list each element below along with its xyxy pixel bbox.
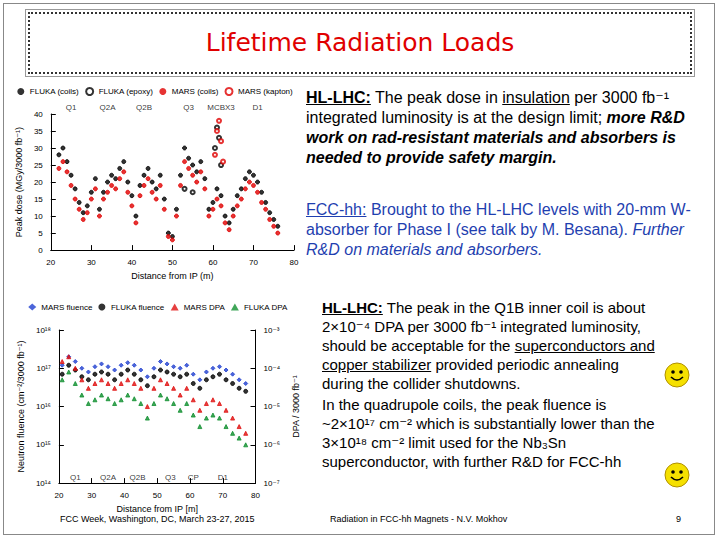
svg-text:80: 80 bbox=[251, 491, 260, 500]
svg-text:10⁻⁵: 10⁻⁵ bbox=[264, 402, 280, 411]
svg-text:10¹⁸: 10¹⁸ bbox=[36, 326, 51, 335]
svg-text:10⁻⁷: 10⁻⁷ bbox=[264, 479, 280, 488]
svg-text:10¹⁶: 10¹⁶ bbox=[36, 402, 51, 411]
svg-text:60: 60 bbox=[186, 491, 195, 500]
svg-text:35: 35 bbox=[34, 127, 43, 136]
svg-text:10⁻³: 10⁻³ bbox=[264, 326, 280, 335]
svg-text:10⁻⁴: 10⁻⁴ bbox=[264, 364, 281, 373]
svg-text:70: 70 bbox=[218, 491, 227, 500]
svg-text:FLUKA fluence: FLUKA fluence bbox=[111, 303, 165, 312]
svg-text:15: 15 bbox=[34, 195, 43, 204]
svg-text:Q2B: Q2B bbox=[130, 473, 146, 482]
svg-text:30: 30 bbox=[34, 144, 43, 153]
svg-text:0: 0 bbox=[38, 246, 43, 255]
svg-text:D1: D1 bbox=[218, 473, 229, 482]
svg-text:10: 10 bbox=[34, 212, 43, 221]
svg-text:FLUKA (coils): FLUKA (coils) bbox=[30, 87, 79, 96]
svg-text:Q1: Q1 bbox=[70, 473, 81, 482]
html-text:9: 9 bbox=[676, 514, 681, 524]
svg-text:80: 80 bbox=[290, 258, 299, 267]
svg-text:40: 40 bbox=[120, 491, 129, 500]
svg-text:50: 50 bbox=[153, 491, 162, 500]
html-text:Lifetime Radiation Loads: Lifetime Radiation Loads bbox=[205, 28, 515, 57]
svg-text:40: 40 bbox=[127, 258, 136, 267]
svg-text:Neutron fluence (cm⁻²/3000 fb⁻: Neutron fluence (cm⁻²/3000 fb⁻¹) bbox=[16, 341, 26, 473]
svg-text:30: 30 bbox=[87, 491, 96, 500]
svg-text:MARS DPA: MARS DPA bbox=[184, 303, 226, 312]
svg-text:MARS (kapton): MARS (kapton) bbox=[238, 87, 293, 96]
html-text:FCC Week, Washington, DC, Marc: FCC Week, Washington, DC, March 23-27, 2… bbox=[60, 514, 255, 524]
html-text:HL-LHC: The peak dose in insul: HL-LHC: The peak dose in insulation per … bbox=[306, 89, 685, 166]
svg-text:5: 5 bbox=[38, 229, 43, 238]
svg-text:FLUKA DPA: FLUKA DPA bbox=[244, 303, 288, 312]
svg-text:Q2B: Q2B bbox=[136, 103, 152, 112]
html-text:Radiation in FCC-hh Magnets -: Radiation in FCC-hh Magnets - N.V. Mokho… bbox=[330, 514, 508, 524]
svg-text:40: 40 bbox=[34, 110, 43, 119]
svg-text:Distance from IP (m): Distance from IP (m) bbox=[131, 271, 213, 281]
svg-text:20: 20 bbox=[54, 491, 63, 500]
svg-text:10⁻⁶: 10⁻⁶ bbox=[264, 440, 280, 449]
svg-text:DPA / 3000 fb⁻¹: DPA / 3000 fb⁻¹ bbox=[291, 375, 301, 438]
html-text:FCC-hh: Brought to the HL-LHC: FCC-hh: Brought to the HL-LHC levels wit… bbox=[306, 201, 691, 258]
svg-text:Distance from IP [m]: Distance from IP [m] bbox=[117, 504, 198, 514]
svg-text:Q2A: Q2A bbox=[100, 473, 117, 482]
svg-text:20: 20 bbox=[46, 258, 55, 267]
svg-text:MARS (coils): MARS (coils) bbox=[172, 87, 219, 96]
svg-text:D1: D1 bbox=[252, 103, 263, 112]
svg-text:MARS fluence: MARS fluence bbox=[41, 303, 93, 312]
svg-text:20: 20 bbox=[34, 178, 43, 187]
svg-text:CP: CP bbox=[188, 473, 199, 482]
svg-text:60: 60 bbox=[208, 258, 217, 267]
svg-text:25: 25 bbox=[34, 161, 43, 170]
svg-text:Q1: Q1 bbox=[66, 103, 77, 112]
svg-text:Q3: Q3 bbox=[165, 473, 176, 482]
svg-text:50: 50 bbox=[168, 258, 177, 267]
html-text:HL-LHC: The peak in the Q1B in: HL-LHC: The peak in the Q1B inner coil i… bbox=[322, 299, 655, 392]
html-text:In the quadrupole coils, the p: In the quadrupole coils, the peak fluenc… bbox=[322, 396, 655, 470]
svg-text:10¹⁷: 10¹⁷ bbox=[36, 364, 51, 373]
svg-text:10¹⁵: 10¹⁵ bbox=[36, 440, 51, 449]
svg-text:MCBX3: MCBX3 bbox=[207, 103, 235, 112]
svg-text:Q3: Q3 bbox=[183, 103, 194, 112]
svg-text:70: 70 bbox=[249, 258, 258, 267]
svg-text:Q2A: Q2A bbox=[100, 103, 117, 112]
svg-text:Peak dose (MGy/3000 fb⁻¹): Peak dose (MGy/3000 fb⁻¹) bbox=[14, 127, 24, 237]
svg-text:30: 30 bbox=[87, 258, 96, 267]
svg-text:FLUKA (epoxy): FLUKA (epoxy) bbox=[99, 87, 154, 96]
svg-text:10¹⁴: 10¹⁴ bbox=[36, 479, 52, 488]
